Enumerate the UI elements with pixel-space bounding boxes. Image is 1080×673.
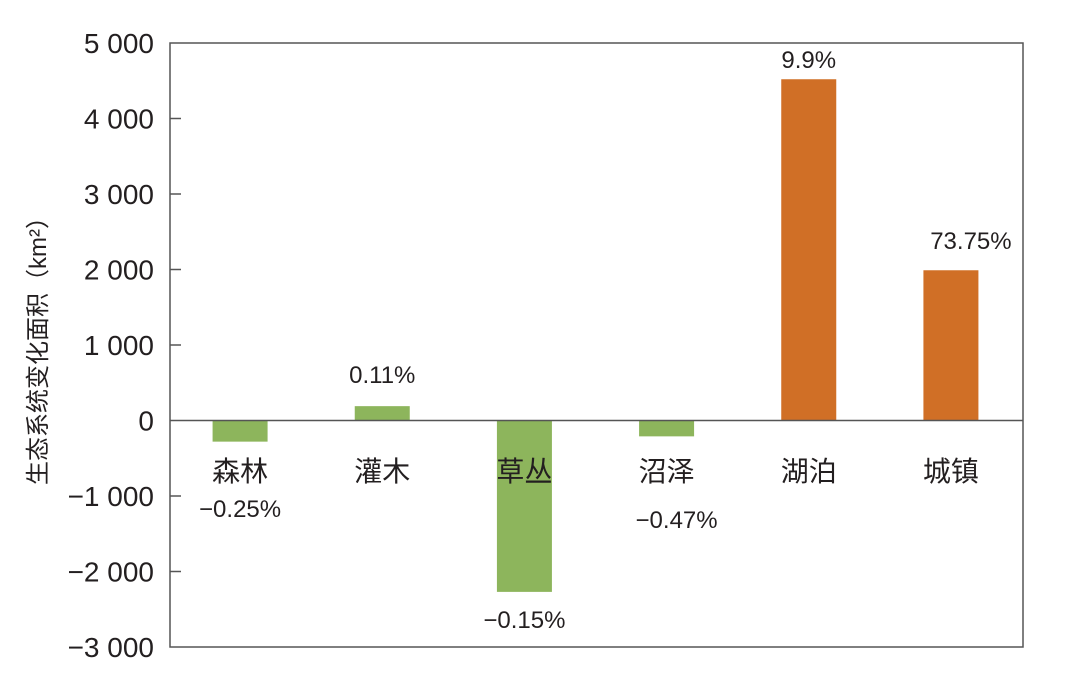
y-tick-label: 3 000 [84,179,154,210]
y-tick-label: 1 000 [84,330,154,361]
percent-label: −0.47% [636,507,718,534]
percent-label: 9.9% [781,47,836,74]
bar-0 [212,420,268,442]
y-tick-label: 4 000 [84,104,154,135]
y-tick-label: 5 000 [84,28,154,59]
category-label: 灌木 [354,456,410,487]
percent-label: 73.75% [930,228,1011,255]
category-label: 草丛 [496,456,552,487]
bar-5 [923,270,979,421]
bar-2 [496,420,552,592]
percent-label: 0.11% [349,362,415,389]
category-label: 湖泊 [781,456,837,487]
y-tick-label: 0 [138,406,154,437]
category-label: 城镇 [923,456,979,487]
bars [212,79,979,592]
category-label: 森林 [212,456,268,487]
y-axis-title: 生态系统变化面积（km²） [25,205,52,485]
y-axis-ticks: 5 000 4 000 3 000 2 000 1 000 0 −1 000 −2 000 −3… [68,28,181,663]
plot-frame [169,42,1024,648]
bar-1 [354,406,410,421]
y-tick-label: 2 000 [84,255,154,286]
bar-4 [781,79,837,421]
percent-label: −0.25% [199,496,281,523]
bar-3 [639,420,695,437]
percent-label: −0.15% [483,607,565,634]
y-tick-label: −2 000 [68,557,154,588]
y-tick-label: −3 000 [68,632,154,663]
category-label: 沼泽 [639,456,695,487]
plot-border [169,42,1024,648]
y-tick-label: −1 000 [68,481,154,512]
percent-labels: −0.25% 0.11% −0.15% −0.47% 9.9% 73.75% [199,47,1012,634]
category-labels: 森林 灌木 草丛 沼泽 湖泊 城镇 [212,456,979,487]
y-axis-title-text: 生态系统变化面积（km²） [25,205,52,485]
